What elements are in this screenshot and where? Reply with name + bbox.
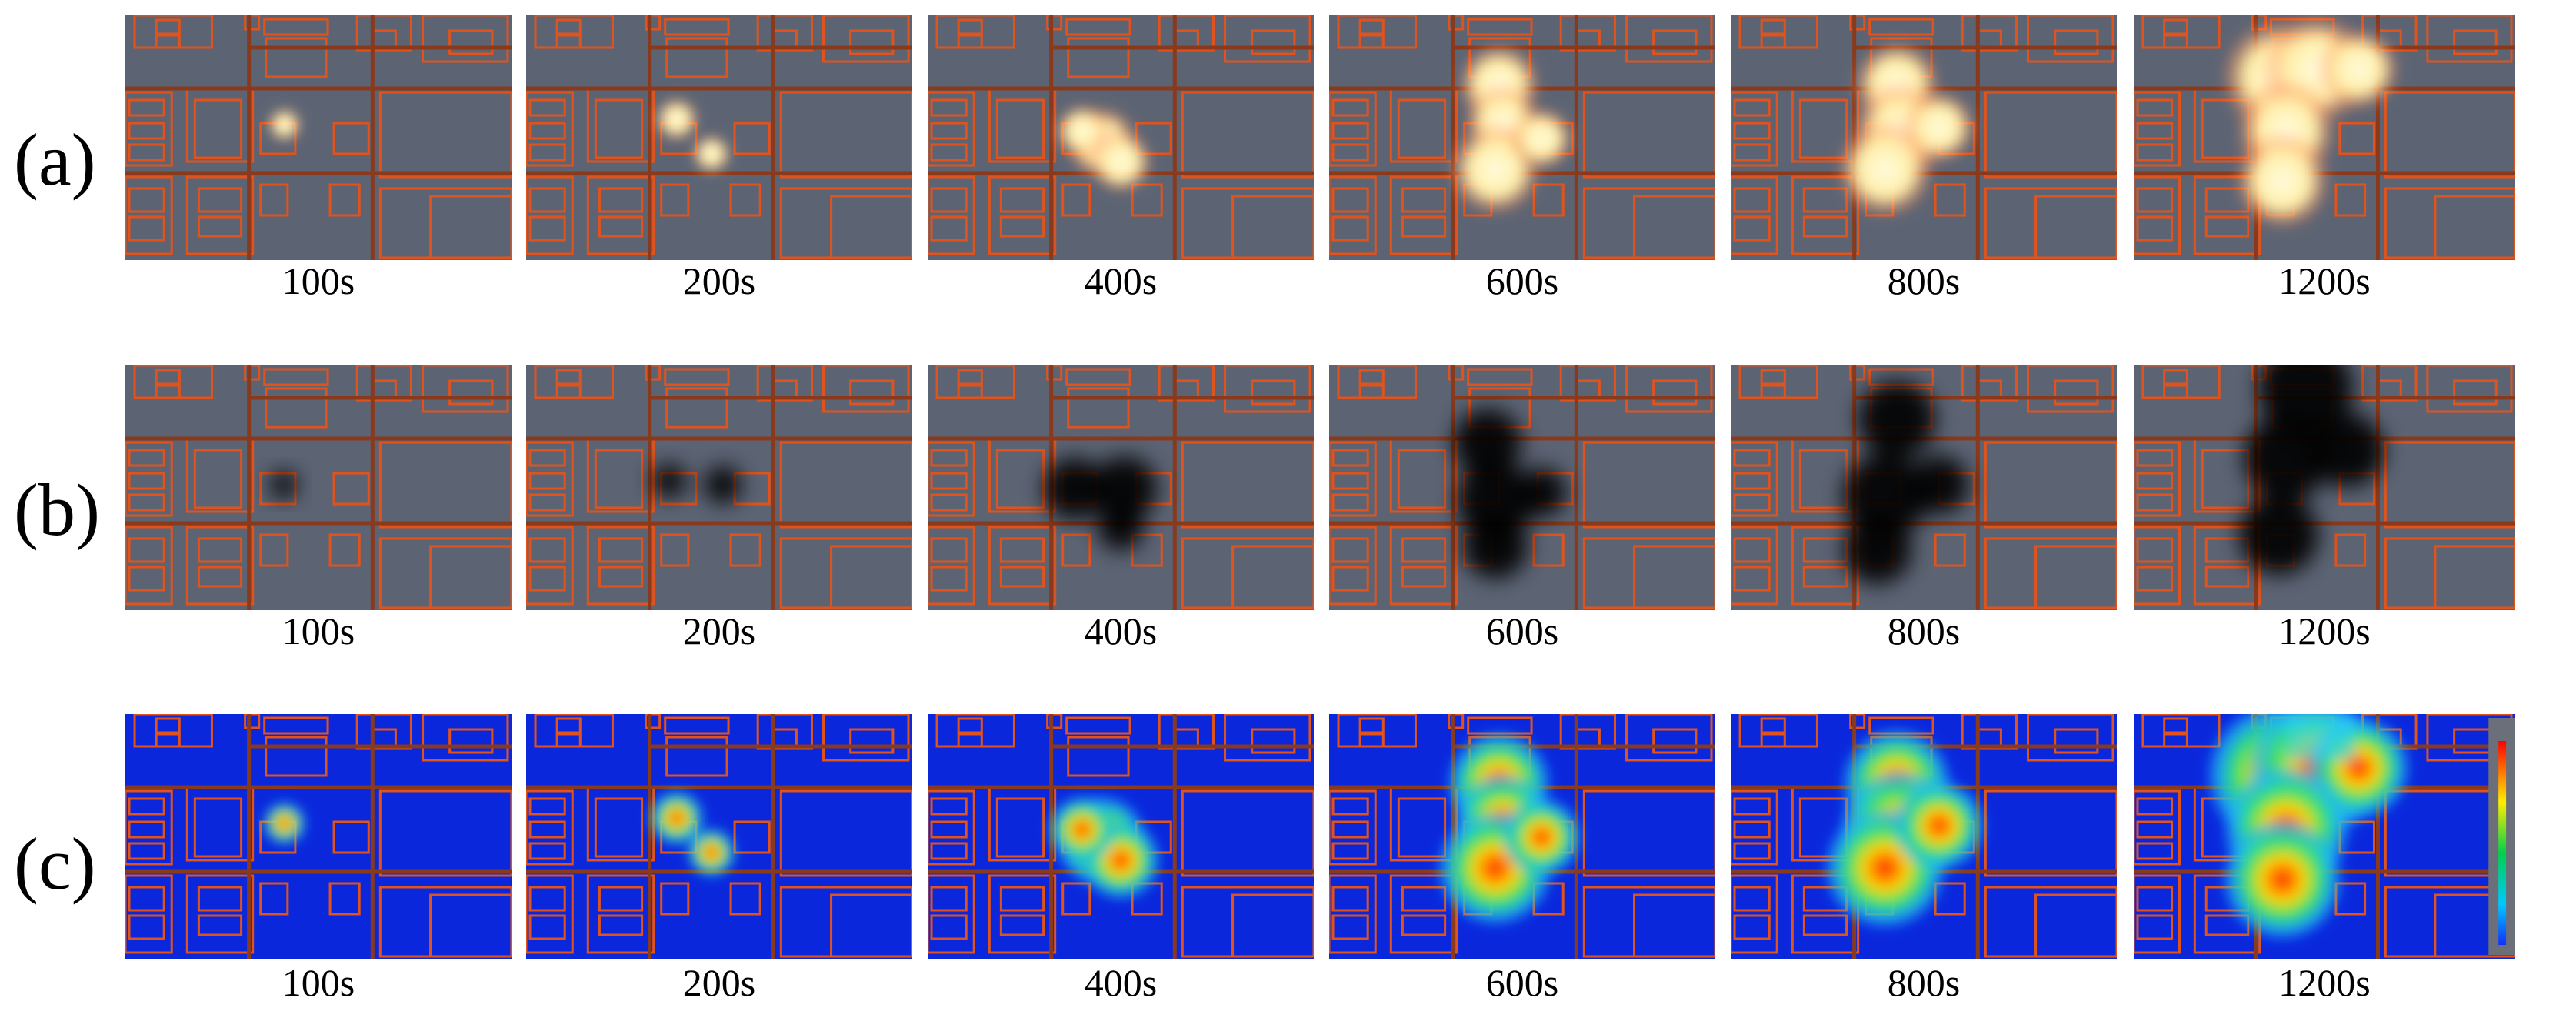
time-label-fire-3: 600s <box>1485 259 1559 302</box>
hazard-plume <box>1842 381 1969 584</box>
panel-fire-200s <box>526 15 912 260</box>
time-label-smoke-2: 400s <box>1084 609 1158 653</box>
hazard-plume <box>1453 409 1567 579</box>
panel-fire-800s <box>1731 15 2117 260</box>
panel-heat-200s <box>526 714 912 959</box>
time-label-heat-1: 200s <box>682 961 756 1004</box>
hazard-plume <box>1048 795 1161 900</box>
time-label-smoke-1: 200s <box>682 609 756 653</box>
hazard-plume <box>1835 40 1977 219</box>
time-label-heat-3: 600s <box>1485 961 1559 1004</box>
time-label-fire-2: 400s <box>1084 259 1158 302</box>
hazard-plume <box>262 802 306 845</box>
panel-fire-600s <box>1329 15 1715 260</box>
panel-heat-600s <box>1329 714 1715 959</box>
panel-smoke-800s <box>1731 365 2117 610</box>
time-label-smoke-5: 1200s <box>2278 609 2371 653</box>
panel-heat-400s <box>928 714 1314 959</box>
row-label-a: (a) <box>14 118 96 201</box>
panel-smoke-1200s <box>2134 365 2515 610</box>
colorbar-legend <box>2488 718 2515 955</box>
time-label-smoke-0: 100s <box>282 609 355 653</box>
hazard-plume <box>1436 731 1582 926</box>
panel-smoke-100s <box>125 365 512 610</box>
time-label-fire-0: 100s <box>282 259 355 302</box>
time-label-fire-5: 1200s <box>2278 259 2371 302</box>
time-label-heat-0: 100s <box>282 961 355 1004</box>
row-label-b: (b) <box>14 469 100 551</box>
panel-heat-1200s <box>2134 714 2515 959</box>
hazard-plume <box>648 790 737 877</box>
hazard-plume <box>1043 456 1158 550</box>
hazard-plume <box>1448 42 1574 216</box>
time-label-heat-5: 1200s <box>2278 961 2371 1004</box>
hazard-plume <box>1055 103 1153 194</box>
panel-smoke-200s <box>526 365 912 610</box>
panel-smoke-600s <box>1329 365 1715 610</box>
hazard-plume <box>2205 714 2411 941</box>
time-label-smoke-4: 800s <box>1887 609 1961 653</box>
hazard-plume <box>2238 365 2384 575</box>
hazard-plume <box>651 464 742 503</box>
panel-smoke-400s <box>928 365 1314 610</box>
hazard-plume <box>2220 15 2401 230</box>
time-label-fire-1: 200s <box>682 259 756 302</box>
row-label-c: (c) <box>14 823 96 905</box>
panel-fire-400s <box>928 15 1314 260</box>
hazard-plume <box>654 97 731 174</box>
time-label-fire-4: 800s <box>1887 259 1961 302</box>
time-label-heat-2: 400s <box>1084 961 1158 1004</box>
hazard-plume <box>267 107 302 142</box>
panel-heat-800s <box>1731 714 2117 959</box>
time-label-heat-4: 800s <box>1887 961 1961 1004</box>
panel-heat-100s <box>125 714 512 959</box>
panel-fire-100s <box>125 15 512 260</box>
hazard-plume <box>269 471 298 499</box>
time-label-smoke-3: 600s <box>1485 609 1559 653</box>
panel-fire-1200s <box>2134 15 2515 260</box>
hazard-plume <box>1823 728 1986 930</box>
